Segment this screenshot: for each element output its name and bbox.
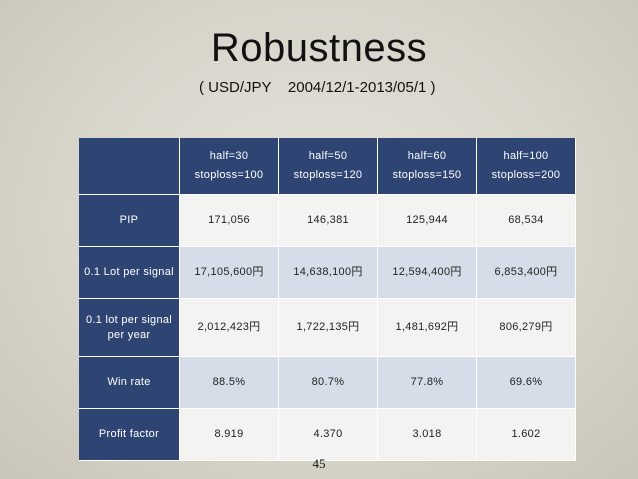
results-table: half=30 stoploss=100 half=50 stoploss=12… <box>79 138 576 461</box>
table-cell: 8.919 <box>180 409 279 461</box>
table-cell: 6,853,400円 <box>477 247 576 299</box>
table-row-profit-factor: Profit factor 8.919 4.370 3.018 1.602 <box>79 409 576 461</box>
column-header-stoploss: stoploss=200 <box>491 169 561 181</box>
column-header: half=100 stoploss=200 <box>477 138 576 195</box>
column-header: half=30 stoploss=100 <box>180 138 279 195</box>
row-label: Win rate <box>79 357 180 409</box>
table-header-row: half=30 stoploss=100 half=50 stoploss=12… <box>79 138 576 195</box>
table-row-win-rate: Win rate 88.5% 80.7% 77.8% 69.6% <box>79 357 576 409</box>
column-header-half: half=30 <box>209 150 249 162</box>
table-cell: 1,481,692円 <box>378 299 477 357</box>
table-row-lot-per-year: 0.1 lot per signal per year 2,012,423円 1… <box>79 299 576 357</box>
table-row-pip: PIP 171,056 146,381 125,944 68,534 <box>79 195 576 247</box>
table-cell: 4.370 <box>279 409 378 461</box>
column-header: half=50 stoploss=120 <box>279 138 378 195</box>
column-header-stoploss: stoploss=120 <box>293 169 363 181</box>
table-cell: 2,012,423円 <box>180 299 279 357</box>
table-cell: 146,381 <box>279 195 378 247</box>
table-cell: 17,105,600円 <box>180 247 279 299</box>
table-cell: 1,722,135円 <box>279 299 378 357</box>
table-cell: 12,594,400円 <box>378 247 477 299</box>
table-cell: 806,279円 <box>477 299 576 357</box>
row-label: Profit factor <box>79 409 180 461</box>
row-label: 0.1 lot per signal per year <box>79 299 180 357</box>
column-header: half=60 stoploss=150 <box>378 138 477 195</box>
page-number: 45 <box>312 456 326 471</box>
column-header-stoploss: stoploss=150 <box>392 169 462 181</box>
slide-title: Robustness <box>210 26 428 70</box>
table-cell: 125,944 <box>378 195 477 247</box>
table-cell: 80.7% <box>279 357 378 409</box>
table-cell: 68,534 <box>477 195 576 247</box>
table-cell: 77.8% <box>378 357 477 409</box>
table-cell: 1.602 <box>477 409 576 461</box>
column-header-half: half=60 <box>407 150 447 162</box>
column-header-half: half=100 <box>503 150 549 162</box>
row-label: PIP <box>79 195 180 247</box>
table-cell: 69.6% <box>477 357 576 409</box>
table-cell: 14,638,100円 <box>279 247 378 299</box>
table-row-lot-per-signal: 0.1 Lot per signal 17,105,600円 14,638,10… <box>79 247 576 299</box>
header-corner-cell <box>79 138 180 195</box>
column-header-stoploss: stoploss=100 <box>194 169 264 181</box>
slide-subtitle: ( USD/JPY 2004/12/1-2013/05/1 ) <box>199 79 436 96</box>
column-header-half: half=50 <box>308 150 348 162</box>
row-label: 0.1 Lot per signal <box>79 247 180 299</box>
table-cell: 3.018 <box>378 409 477 461</box>
table-cell: 88.5% <box>180 357 279 409</box>
table-cell: 171,056 <box>180 195 279 247</box>
